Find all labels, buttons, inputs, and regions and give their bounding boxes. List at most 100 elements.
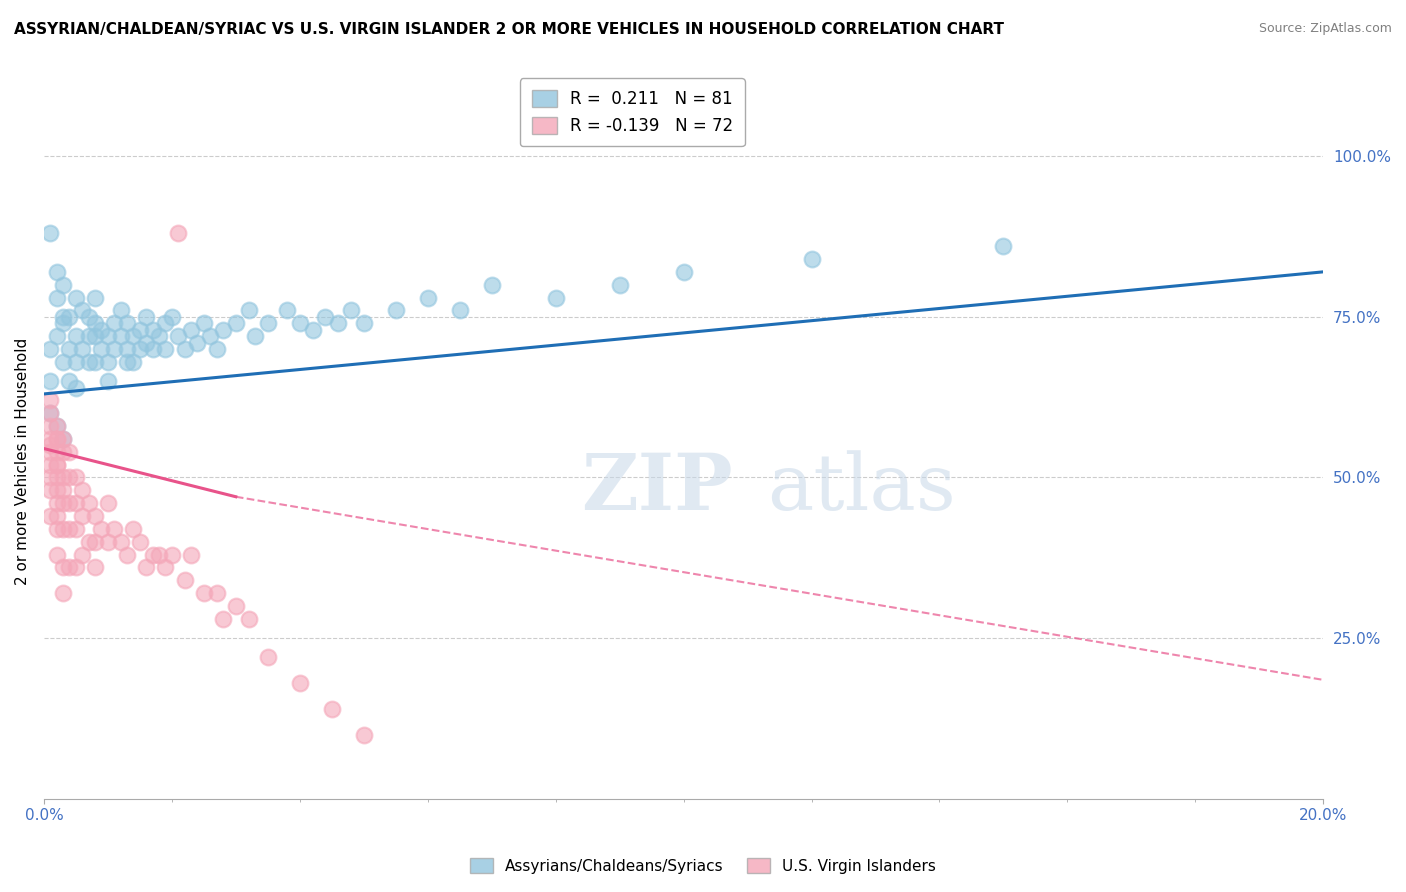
Point [45,329,67,343]
Point [160,548,183,562]
Point [256,316,278,330]
Point [72,342,94,356]
Point [52,355,75,369]
Point [45,432,67,446]
Point [353,727,375,741]
Point [212,612,235,626]
Point [39,393,62,408]
Point [45,432,67,446]
Point [167,227,190,241]
Point [84,560,107,574]
Point [173,574,195,588]
Point [39,227,62,241]
Point [115,342,138,356]
Point [115,355,138,369]
Point [288,316,311,330]
Point [39,483,62,498]
Point [45,470,67,484]
Point [52,586,75,600]
Point [276,303,298,318]
Point [77,534,100,549]
Point [45,509,67,524]
Point [52,432,75,446]
Point [238,303,260,318]
Point [39,438,62,452]
Point [328,316,350,330]
Point [225,316,247,330]
Point [84,329,107,343]
Point [97,329,120,343]
Point [173,342,195,356]
Point [52,444,75,458]
Text: Source: ZipAtlas.com: Source: ZipAtlas.com [1258,22,1392,36]
Text: ZIP: ZIP [581,450,733,526]
Point [72,509,94,524]
Point [39,406,62,420]
Point [110,329,132,343]
Point [90,522,112,536]
Point [97,355,120,369]
Point [58,374,80,388]
Point [65,355,87,369]
Point [180,323,202,337]
Point [155,316,177,330]
Point [193,586,215,600]
Point [45,458,67,472]
Point [103,342,125,356]
Point [45,419,67,434]
Point [205,342,228,356]
Point [45,522,67,536]
Point [128,323,150,337]
Point [65,291,87,305]
Point [122,355,145,369]
Point [45,419,67,434]
Point [39,432,62,446]
Point [52,496,75,510]
Point [340,303,363,318]
Point [52,560,75,574]
Point [416,291,439,305]
Point [609,277,631,292]
Point [52,483,75,498]
Point [115,316,138,330]
Point [672,265,695,279]
Point [84,534,107,549]
Point [256,650,278,665]
Point [243,329,266,343]
Text: ASSYRIAN/CHALDEAN/SYRIAC VS U.S. VIRGIN ISLANDER 2 OR MORE VEHICLES IN HOUSEHOLD: ASSYRIAN/CHALDEAN/SYRIAC VS U.S. VIRGIN … [14,22,1004,37]
Point [193,316,215,330]
Point [200,329,222,343]
Point [122,329,145,343]
Point [186,335,208,350]
Point [52,470,75,484]
Point [58,560,80,574]
Point [128,534,150,549]
Point [142,323,165,337]
Point [110,303,132,318]
Point [212,323,235,337]
Point [72,483,94,498]
Point [225,599,247,613]
Point [52,432,75,446]
Point [90,342,112,356]
Point [45,265,67,279]
Point [72,548,94,562]
Point [39,444,62,458]
Point [45,444,67,458]
Legend: R =  0.211   N = 81, R = -0.139   N = 72: R = 0.211 N = 81, R = -0.139 N = 72 [520,78,745,146]
Point [58,496,80,510]
Point [45,458,67,472]
Point [84,291,107,305]
Point [110,534,132,549]
Point [238,612,260,626]
Point [45,548,67,562]
Point [353,316,375,330]
Point [301,323,323,337]
Point [205,586,228,600]
Point [72,303,94,318]
Point [58,470,80,484]
Point [39,374,62,388]
Point [84,355,107,369]
Point [288,676,311,690]
Point [84,316,107,330]
